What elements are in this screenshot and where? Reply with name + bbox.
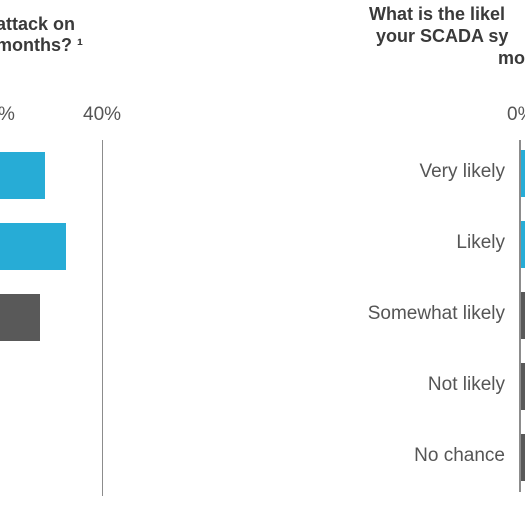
left-title-line-1: attack on [0,14,83,35]
right-category-label-very-likely: Very likely [305,161,505,183]
right-category-label-no-chance: No chance [305,445,505,467]
left-bar-1 [0,152,45,199]
right-category-label-somewhat-likely: Somewhat likely [305,303,505,325]
right-bar-3 [521,292,525,339]
right-bar-1 [521,150,525,197]
right-title-line-2: your SCADA sy [376,26,508,47]
left-chart-right-axis-line [102,140,103,496]
right-category-label-likely: Likely [305,232,505,254]
right-bar-4 [521,363,525,410]
right-tick-label-1: 0% [507,104,525,126]
left-tick-label-1: % [0,104,15,126]
right-title-line-1: What is the likel [369,4,505,25]
left-bar-3 [0,294,40,341]
left-bar-2 [0,223,66,270]
right-bar-5 [521,434,525,481]
right-title-line-3: mo [498,48,525,69]
left-chart-title: attack on months? ¹ [0,14,83,56]
left-title-line-2: months? ¹ [0,35,83,56]
left-tick-label-2: 40% [83,104,121,126]
right-bar-2 [521,221,525,268]
right-category-label-not-likely: Not likely [305,374,505,396]
